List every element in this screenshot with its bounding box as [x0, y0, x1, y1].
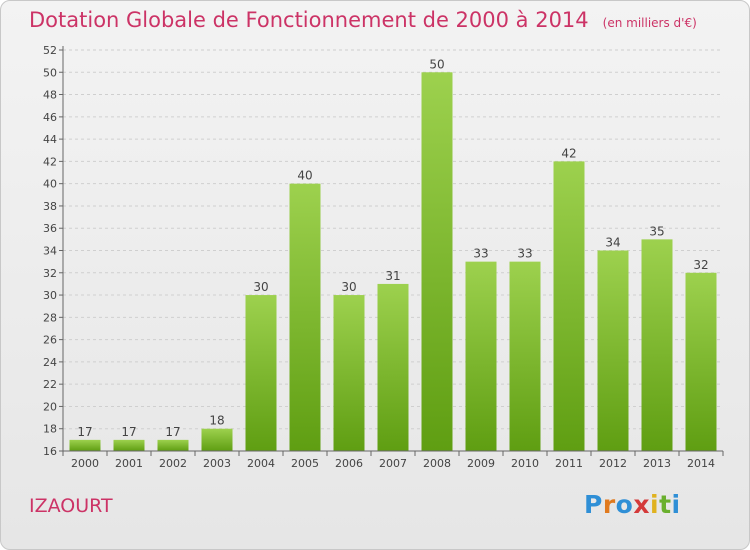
- x-tick-label: 2006: [335, 457, 363, 470]
- logo-letter: P: [584, 490, 603, 519]
- y-tick-label: 32: [43, 267, 57, 280]
- x-tick-label: 2011: [555, 457, 583, 470]
- bar: [685, 272, 717, 451]
- bar: [201, 428, 233, 451]
- y-tick-label: 18: [43, 423, 57, 436]
- x-tick-label: 2014: [687, 457, 715, 470]
- x-tick-label: 2004: [247, 457, 275, 470]
- y-tick-label: 28: [43, 311, 57, 324]
- logo-letter: i: [671, 490, 681, 519]
- bar-value-label: 32: [693, 258, 708, 272]
- x-tick-label: 2010: [511, 457, 539, 470]
- bar-value-label: 34: [605, 236, 620, 250]
- y-tick-label: 52: [43, 44, 57, 57]
- bar: [333, 295, 365, 451]
- logo-letter: t: [659, 490, 672, 519]
- bar: [597, 250, 629, 451]
- x-tick-label: 2007: [379, 457, 407, 470]
- x-tick-label: 2012: [599, 457, 627, 470]
- bar-value-label: 31: [385, 269, 400, 283]
- bar: [553, 161, 585, 451]
- commune-name: IZAOURT: [29, 495, 113, 517]
- x-tick-label: 2002: [159, 457, 187, 470]
- bar: [641, 239, 673, 451]
- y-tick-label: 20: [43, 400, 57, 413]
- y-tick-label: 36: [43, 222, 57, 235]
- bar: [509, 261, 541, 451]
- y-tick-label: 26: [43, 334, 57, 347]
- bar: [377, 283, 409, 451]
- logo-letter: i: [650, 490, 660, 519]
- bar: [69, 439, 101, 451]
- y-tick-label: 40: [43, 178, 57, 191]
- logo-letter: o: [615, 490, 634, 519]
- logo-letter: x: [633, 490, 650, 519]
- bar-value-label: 33: [517, 247, 532, 261]
- y-tick-label: 38: [43, 200, 57, 213]
- x-tick-label: 2003: [203, 457, 231, 470]
- bar: [421, 72, 453, 452]
- bar-value-label: 17: [121, 425, 136, 439]
- bar-value-label: 40: [297, 169, 312, 183]
- proxiti-logo: Proxiti: [584, 490, 681, 519]
- bar: [245, 295, 277, 451]
- bar: [157, 439, 189, 451]
- x-tick-label: 2000: [71, 457, 99, 470]
- bar-value-label: 50: [429, 57, 444, 71]
- bar-value-label: 35: [649, 224, 664, 238]
- bar-value-label: 33: [473, 247, 488, 261]
- x-tick-label: 2008: [423, 457, 451, 470]
- y-tick-label: 22: [43, 378, 57, 391]
- y-tick-label: 34: [43, 245, 57, 258]
- y-tick-label: 46: [43, 111, 57, 124]
- y-tick-label: 24: [43, 356, 57, 369]
- x-tick-label: 2013: [643, 457, 671, 470]
- bar: [465, 261, 497, 451]
- bar-value-label: 42: [561, 146, 576, 160]
- y-tick-label: 48: [43, 89, 57, 102]
- chart-title: Dotation Globale de Fonctionnement de 20…: [29, 8, 697, 32]
- bar-value-label: 18: [209, 414, 224, 428]
- chart-title-text: Dotation Globale de Fonctionnement de 20…: [29, 8, 589, 32]
- y-tick-label: 50: [43, 66, 57, 79]
- bar-value-label: 30: [253, 280, 268, 294]
- bar-value-label: 17: [165, 425, 180, 439]
- y-tick-label: 42: [43, 155, 57, 168]
- x-tick-label: 2009: [467, 457, 495, 470]
- x-tick-label: 2005: [291, 457, 319, 470]
- bar-value-label: 30: [341, 280, 356, 294]
- y-tick-label: 16: [43, 445, 57, 458]
- x-tick-label: 2001: [115, 457, 143, 470]
- bar-value-label: 17: [77, 425, 92, 439]
- bar: [289, 183, 321, 451]
- chart-unit-note: (en milliers d'€): [602, 16, 697, 30]
- logo-letter: r: [602, 490, 616, 519]
- y-tick-label: 30: [43, 289, 57, 302]
- bar: [113, 439, 145, 451]
- y-tick-label: 44: [43, 133, 57, 146]
